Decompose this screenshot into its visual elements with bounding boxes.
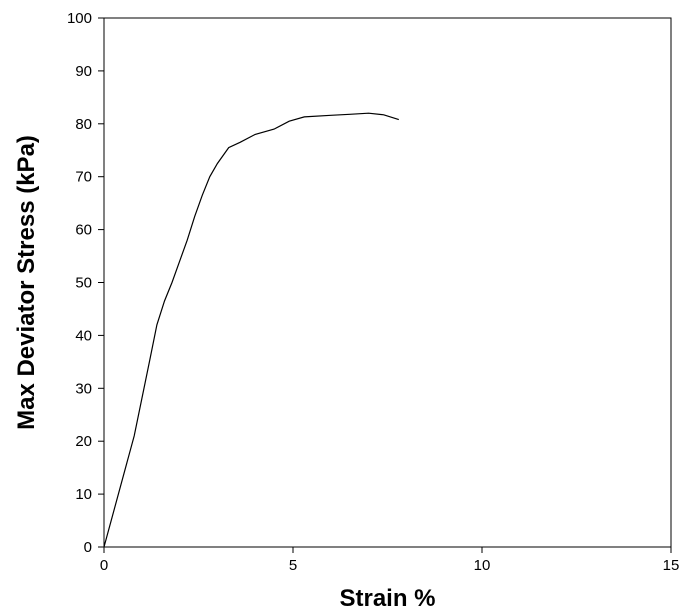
y-tick-label: 20	[75, 433, 92, 450]
y-tick-label: 100	[67, 10, 92, 27]
plot-frame	[103, 17, 672, 548]
y-tick-label: 0	[84, 539, 92, 556]
y-tick-label: 10	[75, 486, 92, 503]
axes	[103, 17, 672, 548]
x-axis-title: Strain %	[339, 585, 435, 612]
y-tick-label: 50	[75, 275, 92, 292]
x-tick-label: 5	[289, 557, 297, 574]
y-tick-label: 90	[75, 63, 92, 80]
x-tick-label: 15	[663, 557, 680, 574]
stress-strain-curve	[103, 112, 399, 548]
y-tick-label: 80	[75, 116, 92, 133]
axis-ticks: 0 5 10 15 0 10 20 30 40 50 60 70 80 90 100	[67, 10, 679, 574]
x-tick-label: 10	[474, 557, 491, 574]
y-tick-label: 70	[75, 169, 92, 186]
series-layer	[103, 112, 399, 548]
y-axis-title: Max Deviator Stress (kPa)	[13, 135, 40, 430]
x-tick-label: 0	[100, 557, 108, 574]
y-tick-label: 40	[75, 327, 92, 344]
y-tick-label: 30	[75, 380, 92, 397]
y-tick-label: 60	[75, 222, 92, 239]
